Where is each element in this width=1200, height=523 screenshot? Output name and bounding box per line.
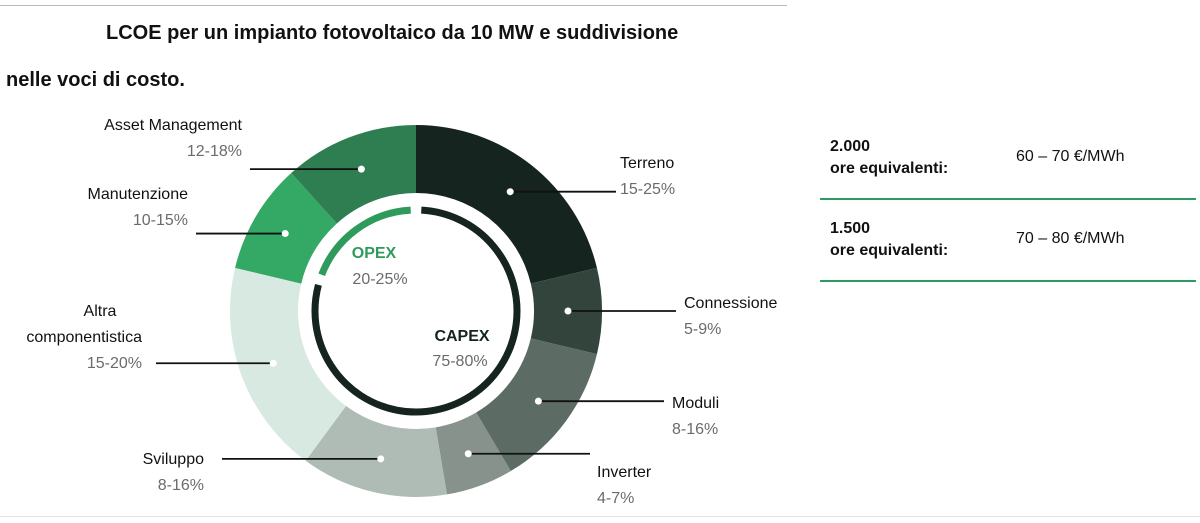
slice-range: 5-9% bbox=[684, 321, 721, 338]
slice-range: 8-16% bbox=[672, 421, 718, 438]
slice-label: Inverter bbox=[597, 464, 652, 481]
lcoe-hours-value: 1.500 bbox=[830, 220, 871, 237]
slice-label: Altra bbox=[84, 303, 117, 320]
slice-label: Connessione bbox=[684, 295, 778, 312]
slice-label: Manutenzione bbox=[87, 186, 188, 203]
chart-title-line-1: LCOE per un impianto fotovoltaico da 10 … bbox=[106, 22, 679, 44]
callout-dot bbox=[357, 165, 365, 173]
donut-chart: OPEX 20-25% CAPEX 75-80% Terreno 15-25% Connes… bbox=[26, 117, 778, 507]
callout-dot bbox=[269, 359, 277, 367]
bottom-rule bbox=[0, 516, 1200, 517]
lcoe-hours: 2.000 ore equivalenti: bbox=[830, 136, 948, 180]
callout-dot bbox=[464, 450, 472, 458]
slice-label: Sviluppo bbox=[143, 451, 204, 468]
group-label: CAPEX bbox=[434, 328, 489, 345]
slice-range: 15-25% bbox=[620, 181, 675, 198]
lcoe-table: 2.000 ore equivalenti: 60 – 70 €/MWh 1.5… bbox=[820, 118, 1196, 282]
slice-label: componentistica bbox=[26, 329, 142, 346]
callout-dot bbox=[281, 230, 289, 238]
callout-dot bbox=[564, 307, 572, 315]
group-label: OPEX bbox=[352, 245, 397, 262]
lcoe-value: 60 – 70 €/MWh bbox=[1016, 148, 1125, 165]
capex-ring bbox=[311, 206, 521, 416]
group-range: 20-25% bbox=[352, 271, 407, 288]
callout-dot bbox=[534, 397, 542, 405]
slice-label: Terreno bbox=[620, 155, 674, 172]
lcoe-hours-label: ore equivalenti: bbox=[830, 160, 949, 177]
group-range: 75-80% bbox=[432, 353, 487, 370]
callout-dot bbox=[506, 188, 514, 196]
chart-title-line-2: nelle voci di costo. bbox=[6, 69, 185, 91]
lcoe-row: 2.000 ore equivalenti: 60 – 70 €/MWh bbox=[820, 118, 1196, 200]
donut-slice-7 bbox=[291, 125, 416, 224]
donut-slice-0 bbox=[416, 125, 597, 284]
opex-ring bbox=[318, 206, 411, 277]
lcoe-value: 70 – 80 €/MWh bbox=[1016, 230, 1125, 247]
slice-label: Moduli bbox=[672, 395, 719, 412]
chart-title: LCOE per un impianto fotovoltaico da 10 … bbox=[6, 10, 786, 104]
slice-label: Asset Management bbox=[104, 117, 242, 134]
top-rule bbox=[0, 5, 787, 6]
slice-range: 4-7% bbox=[597, 490, 634, 507]
donut-slice-6 bbox=[235, 173, 337, 284]
slice-range: 12-18% bbox=[187, 143, 242, 160]
slice-range: 15-20% bbox=[87, 355, 142, 372]
donut-slice-2 bbox=[476, 338, 597, 472]
slice-range: 10-15% bbox=[133, 212, 188, 229]
slice-range: 8-16% bbox=[158, 477, 204, 494]
lcoe-row: 1.500 ore equivalenti: 70 – 80 €/MWh bbox=[820, 200, 1196, 282]
lcoe-hours: 1.500 ore equivalenti: bbox=[830, 218, 948, 262]
lcoe-hours-value: 2.000 bbox=[830, 138, 871, 155]
lcoe-hours-label: ore equivalenti: bbox=[830, 242, 949, 259]
donut-slice-5 bbox=[230, 267, 347, 461]
donut-slice-4 bbox=[305, 405, 447, 497]
callout-dot bbox=[377, 455, 385, 463]
